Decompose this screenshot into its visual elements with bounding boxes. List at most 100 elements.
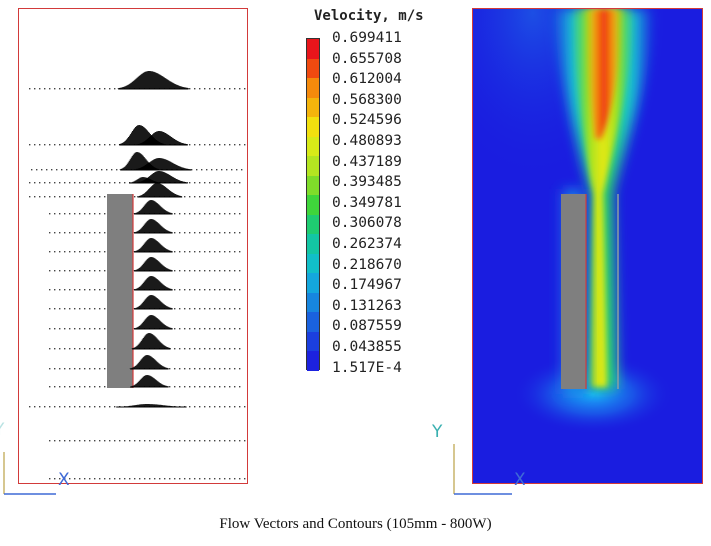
vector-dot: [89, 182, 91, 184]
vector-dot: [224, 478, 226, 480]
vector-dot: [54, 196, 56, 198]
vector-dot: [59, 182, 61, 184]
vector-dot: [89, 440, 91, 442]
vector-dot: [74, 196, 76, 198]
vector-dot: [84, 196, 86, 198]
vector-dot: [104, 232, 106, 234]
vector-dot: [209, 144, 211, 146]
vector-dot: [179, 368, 181, 370]
vector-dot: [204, 196, 206, 198]
vector-dot: [154, 478, 156, 480]
vector-dot: [219, 368, 221, 370]
vector-dot: [84, 270, 86, 272]
vector-dot: [54, 406, 56, 408]
vector-dot: [59, 440, 61, 442]
vector-dot: [224, 232, 226, 234]
vector-dot: [94, 308, 96, 310]
vector-dot: [94, 348, 96, 350]
vector-dot: [49, 88, 51, 90]
vector-dot: [194, 270, 196, 272]
vector-dot: [114, 88, 116, 90]
vector-dot: [224, 182, 226, 184]
vector-dot: [84, 368, 86, 370]
vector-dot: [64, 196, 66, 198]
vector-dot: [89, 328, 91, 330]
vector-dot: [199, 386, 201, 388]
vector-dot: [224, 328, 226, 330]
vector-dot: [184, 368, 186, 370]
vector-dot: [49, 440, 51, 442]
vector-dot: [224, 308, 226, 310]
vector-dot: [209, 289, 211, 291]
vector-dot: [89, 386, 91, 388]
vector-dot: [229, 182, 231, 184]
vector-dot: [226, 169, 228, 171]
vector-dot: [229, 308, 231, 310]
vector-dot: [64, 328, 66, 330]
vector-dot: [169, 478, 171, 480]
vector-dot: [179, 232, 181, 234]
vector-dot: [64, 144, 66, 146]
vector-dot: [119, 182, 121, 184]
vector-dot: [224, 368, 226, 370]
vector-dot: [54, 478, 56, 480]
vector-dot: [31, 169, 33, 171]
vector-dot: [94, 270, 96, 272]
vector-dot: [204, 232, 206, 234]
vector-dot: [49, 196, 51, 198]
left-axis-y-label: Y: [0, 420, 4, 440]
vector-dot: [204, 348, 206, 350]
legend-swatch: [307, 58, 319, 79]
legend-value: 0.568300: [332, 91, 402, 108]
vector-dot: [39, 406, 41, 408]
vector-dot: [199, 308, 201, 310]
vector-dot: [124, 182, 126, 184]
vector-dot: [34, 88, 36, 90]
vector-dot: [194, 251, 196, 253]
vector-dot: [239, 88, 241, 90]
vector-dot: [239, 406, 241, 408]
vector-dot: [174, 348, 176, 350]
vector-dot: [69, 251, 71, 253]
vector-dot: [239, 196, 241, 198]
vector-dot: [114, 440, 116, 442]
vector-dot: [179, 386, 181, 388]
vector-dot: [89, 368, 91, 370]
legend-value: 0.218670: [332, 256, 402, 273]
vector-dot: [54, 368, 56, 370]
vector-dot: [74, 289, 76, 291]
vector-dot: [79, 182, 81, 184]
vector-dot: [224, 251, 226, 253]
vector-dot: [49, 368, 51, 370]
vector-dot: [219, 182, 221, 184]
vector-dot: [189, 308, 191, 310]
vector-dot: [84, 386, 86, 388]
vector-dot: [214, 213, 216, 215]
vector-dot: [179, 213, 181, 215]
vector-dot: [229, 270, 231, 272]
vector-dot: [134, 478, 136, 480]
vector-dot: [169, 386, 171, 388]
vector-dot: [224, 144, 226, 146]
vector-dot: [94, 182, 96, 184]
velocity-legend: Velocity, m/s 0.699411 0.655708 0.612004 0.…: [300, 6, 470, 386]
vector-dot: [229, 251, 231, 253]
vector-dot: [119, 440, 121, 442]
vector-dot: [224, 270, 226, 272]
vector-dot: [229, 88, 231, 90]
vector-dot: [99, 232, 101, 234]
vector-dot: [206, 169, 208, 171]
vector-dot: [49, 289, 51, 291]
vector-dot: [214, 182, 216, 184]
vector-dot: [59, 308, 61, 310]
vector-dot: [54, 386, 56, 388]
velocity-profile: [130, 375, 169, 387]
vector-dot: [54, 232, 56, 234]
vector-dot: [54, 251, 56, 253]
vector-dot: [194, 196, 196, 198]
vector-dot: [69, 348, 71, 350]
vector-dot: [119, 478, 121, 480]
velocity-profile: [117, 71, 189, 89]
vector-dot: [79, 386, 81, 388]
vector-dot: [109, 182, 111, 184]
